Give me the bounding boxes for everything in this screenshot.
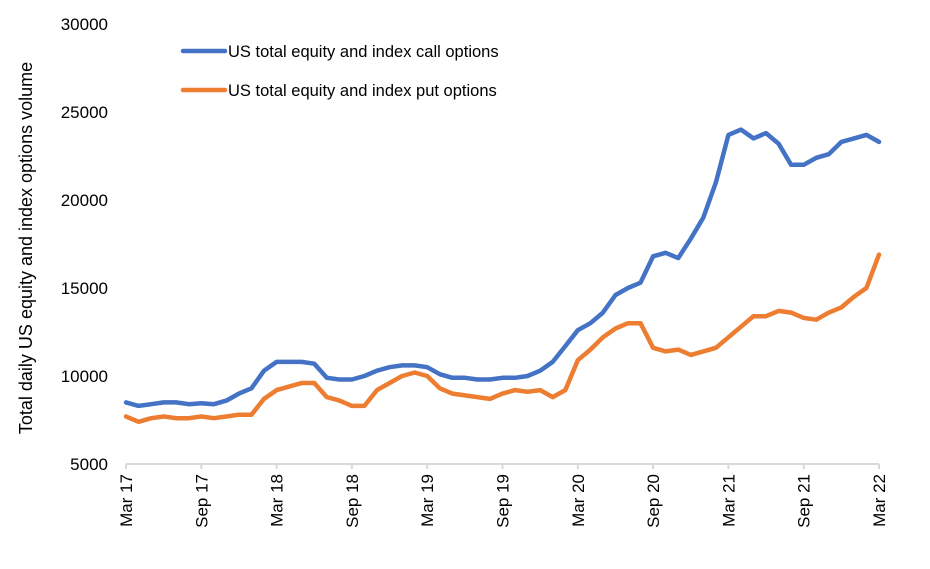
legend: US total equity and index call options US… bbox=[180, 43, 499, 100]
x-tick-label: Sep 18 bbox=[343, 474, 362, 528]
x-tick-label: Sep 20 bbox=[644, 474, 663, 528]
y-axis: 5000 10000 15000 20000 25000 30000 bbox=[61, 15, 108, 474]
legend-label: US total equity and index call options bbox=[228, 43, 499, 61]
y-tick-label: 20000 bbox=[61, 191, 108, 210]
y-tick-label: 30000 bbox=[61, 15, 108, 34]
y-axis-title: Total daily US equity and index options … bbox=[16, 62, 36, 434]
x-tick-label: Mar 20 bbox=[569, 474, 588, 527]
x-tick-label: Mar 17 bbox=[117, 474, 136, 527]
x-tick-label: Mar 19 bbox=[418, 474, 437, 527]
series-lines bbox=[123, 127, 882, 425]
x-tick-label: Mar 22 bbox=[870, 474, 889, 527]
y-tick-label: 15000 bbox=[61, 279, 108, 298]
y-tick-label: 25000 bbox=[61, 103, 108, 122]
x-tick-label: Sep 21 bbox=[795, 474, 814, 528]
x-tick-label: Sep 19 bbox=[494, 474, 513, 528]
x-tick-label: Mar 21 bbox=[719, 474, 738, 527]
x-axis: Mar 17 Sep 17 Mar 18 Sep 18 Mar 19 Sep 19 Mar … bbox=[117, 464, 889, 528]
put-options-line bbox=[123, 252, 882, 425]
y-tick-label: 10000 bbox=[61, 367, 108, 386]
x-tick-label: Sep 17 bbox=[192, 474, 211, 528]
y-tick-label: 5000 bbox=[70, 455, 108, 474]
legend-label: US total equity and index put options bbox=[228, 82, 497, 100]
x-tick-label: Mar 18 bbox=[268, 474, 287, 527]
call-options-line bbox=[123, 127, 882, 409]
